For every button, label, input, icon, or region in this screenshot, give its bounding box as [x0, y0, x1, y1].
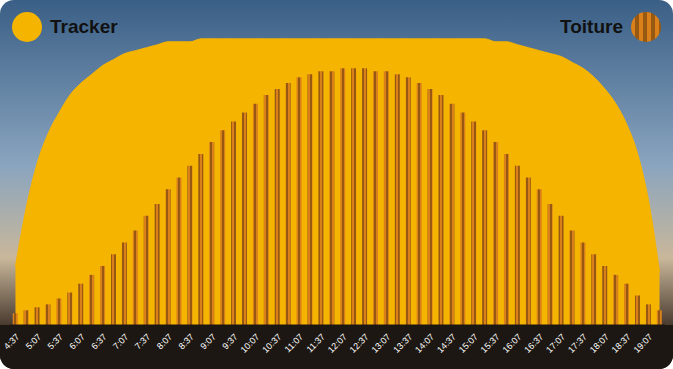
svg-text:8:37: 8:37	[177, 332, 196, 351]
svg-text:6:07: 6:07	[67, 332, 86, 351]
svg-text:6:37: 6:37	[89, 332, 108, 351]
svg-text:5:07: 5:07	[24, 332, 43, 351]
svg-text:18:07: 18:07	[588, 332, 611, 355]
svg-text:17:07: 17:07	[544, 332, 567, 355]
svg-text:15:07: 15:07	[457, 332, 480, 355]
svg-text:15:37: 15:37	[479, 332, 502, 355]
svg-text:16:07: 16:07	[501, 332, 524, 355]
svg-text:11:37: 11:37	[305, 332, 328, 355]
svg-text:10:07: 10:07	[239, 332, 262, 355]
svg-text:13:37: 13:37	[391, 332, 414, 355]
svg-text:5:37: 5:37	[46, 332, 65, 351]
svg-text:17:37: 17:37	[566, 332, 589, 355]
svg-text:16:37: 16:37	[522, 332, 545, 355]
svg-text:7:37: 7:37	[133, 332, 152, 351]
svg-text:13:07: 13:07	[370, 332, 393, 355]
svg-text:12:37: 12:37	[348, 332, 371, 355]
html-text:Toiture: Toiture	[560, 16, 623, 37]
svg-text:10:37: 10:37	[260, 332, 283, 355]
svg-text:14:37: 14:37	[435, 332, 458, 355]
svg-text:9:37: 9:37	[220, 332, 239, 351]
svg-text:19:07: 19:07	[632, 332, 655, 355]
svg-text:7:07: 7:07	[111, 332, 130, 351]
svg-text:18:37: 18:37	[610, 332, 633, 355]
svg-text:12:07: 12:07	[326, 332, 349, 355]
svg-text:4:37: 4:37	[2, 332, 21, 351]
svg-text:14:07: 14:07	[413, 332, 436, 355]
svg-text:8:07: 8:07	[155, 332, 174, 351]
svg-text:11:07: 11:07	[283, 332, 306, 355]
html-text:Tracker: Tracker	[50, 16, 118, 37]
svg-text:9:07: 9:07	[198, 332, 217, 351]
